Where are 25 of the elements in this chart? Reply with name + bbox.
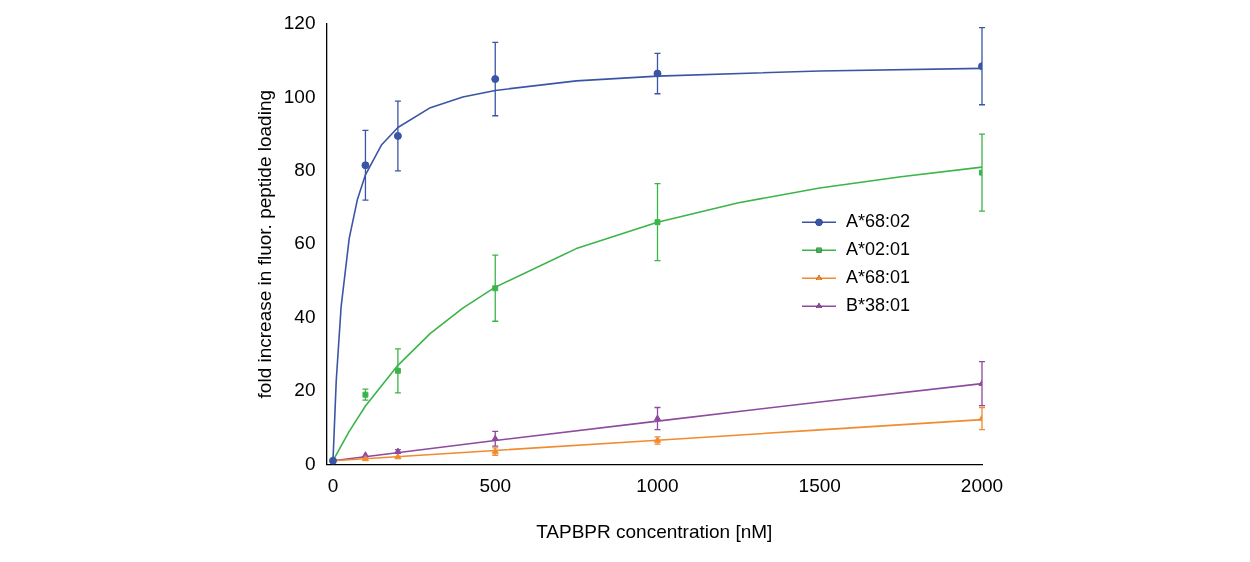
x-tick-label: 500 <box>479 475 512 497</box>
point <box>654 219 661 226</box>
y-axis-title: fold increase in fluor. peptide loading <box>253 89 275 399</box>
legend-label: A*02:01 <box>846 239 911 260</box>
x-tick-label: 2000 <box>960 475 1004 497</box>
x-tick-label: 0 <box>327 475 339 497</box>
y-tick-label: 100 <box>283 85 316 107</box>
y-tick-label: 80 <box>294 159 316 181</box>
y-tick-label: 20 <box>294 379 316 401</box>
y-tick-label: 120 <box>283 12 316 34</box>
legend-label: B*38:01 <box>846 295 911 316</box>
point <box>361 161 370 170</box>
y-tick-label: 0 <box>304 452 316 474</box>
point <box>394 453 402 460</box>
x-tick-label: 1000 <box>636 475 679 497</box>
x-tick-label: 1500 <box>798 475 841 497</box>
point <box>491 75 500 84</box>
x-axis-title: TAPBPR concentration [nM] <box>536 520 773 542</box>
point <box>328 456 337 465</box>
legend-label: A*68:01 <box>846 267 911 288</box>
y-tick-label: 40 <box>294 305 316 327</box>
y-tick-label: 60 <box>294 232 316 254</box>
point <box>653 414 662 421</box>
legend-label: A*68:02 <box>846 211 911 232</box>
point <box>361 454 369 462</box>
